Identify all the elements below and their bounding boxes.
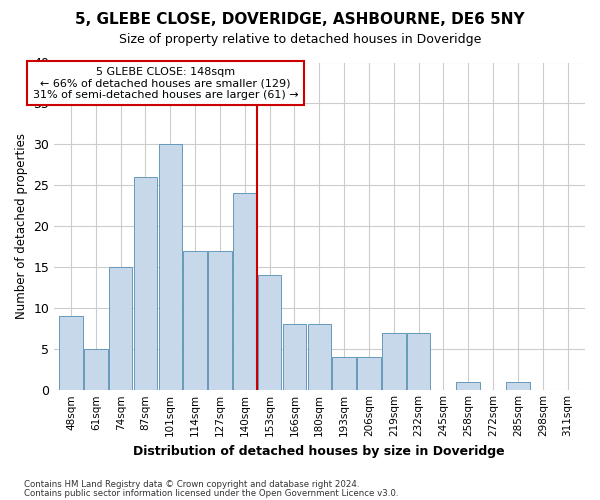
Bar: [258, 276, 281, 390]
Bar: [457, 382, 480, 390]
Bar: [109, 267, 133, 390]
Text: Contains HM Land Registry data © Crown copyright and database right 2024.: Contains HM Land Registry data © Crown c…: [24, 480, 359, 489]
Text: 5, GLEBE CLOSE, DOVERIDGE, ASHBOURNE, DE6 5NY: 5, GLEBE CLOSE, DOVERIDGE, ASHBOURNE, DE…: [75, 12, 525, 28]
Text: Size of property relative to detached houses in Doveridge: Size of property relative to detached ho…: [119, 32, 481, 46]
Bar: [506, 382, 530, 390]
Bar: [158, 144, 182, 390]
Text: Contains public sector information licensed under the Open Government Licence v3: Contains public sector information licen…: [24, 489, 398, 498]
Y-axis label: Number of detached properties: Number of detached properties: [15, 133, 28, 319]
Bar: [308, 324, 331, 390]
Text: 5 GLEBE CLOSE: 148sqm
← 66% of detached houses are smaller (129)
31% of semi-det: 5 GLEBE CLOSE: 148sqm ← 66% of detached …: [32, 66, 298, 100]
Bar: [233, 194, 257, 390]
Bar: [184, 250, 207, 390]
Bar: [357, 357, 381, 390]
Bar: [84, 349, 107, 390]
Bar: [59, 316, 83, 390]
Bar: [208, 250, 232, 390]
Bar: [332, 357, 356, 390]
X-axis label: Distribution of detached houses by size in Doveridge: Distribution of detached houses by size …: [133, 444, 505, 458]
Bar: [283, 324, 306, 390]
Bar: [382, 332, 406, 390]
Bar: [407, 332, 430, 390]
Bar: [134, 177, 157, 390]
